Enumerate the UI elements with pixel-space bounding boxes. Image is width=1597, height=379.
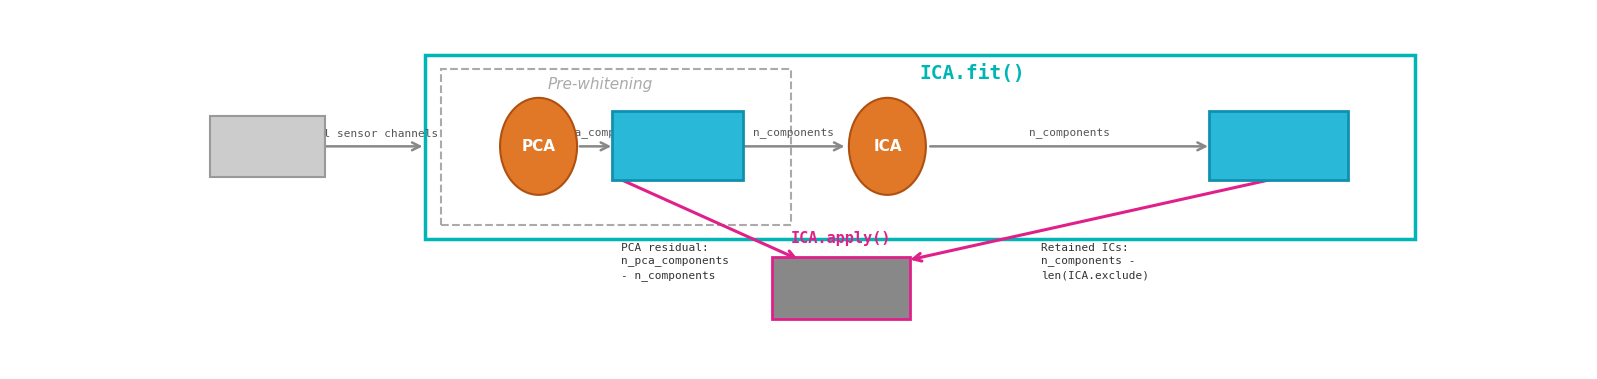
Text: ICA.apply(): ICA.apply() [791, 232, 891, 246]
Text: Independent
components: Independent components [1226, 129, 1332, 162]
Text: PCA residual:
n_pca_components
- n_components: PCA residual: n_pca_components - n_compo… [621, 243, 728, 282]
FancyBboxPatch shape [1209, 111, 1348, 180]
Text: PCA: PCA [522, 139, 556, 154]
Text: Principal
components: Principal components [628, 129, 728, 162]
Text: Retained ICs:
n_components -
len(ICA.exclude): Retained ICs: n_components - len(ICA.exc… [1041, 243, 1150, 281]
Ellipse shape [500, 98, 577, 195]
Text: Reconstructed
sensor data: Reconstructed sensor data [787, 274, 896, 302]
Ellipse shape [850, 98, 926, 195]
Text: Pre-whitening: Pre-whitening [548, 77, 653, 92]
Text: Sensor data: Sensor data [225, 139, 310, 153]
FancyBboxPatch shape [613, 111, 743, 180]
Text: all sensor channels: all sensor channels [310, 128, 438, 139]
Text: ICA.fit(): ICA.fit() [920, 64, 1025, 83]
FancyBboxPatch shape [209, 116, 326, 177]
Text: ICA: ICA [874, 139, 902, 154]
FancyBboxPatch shape [771, 257, 910, 319]
Text: n_components: n_components [1028, 128, 1110, 139]
Text: max_pca_components: max_pca_components [535, 128, 656, 139]
Text: n_components: n_components [754, 128, 834, 139]
